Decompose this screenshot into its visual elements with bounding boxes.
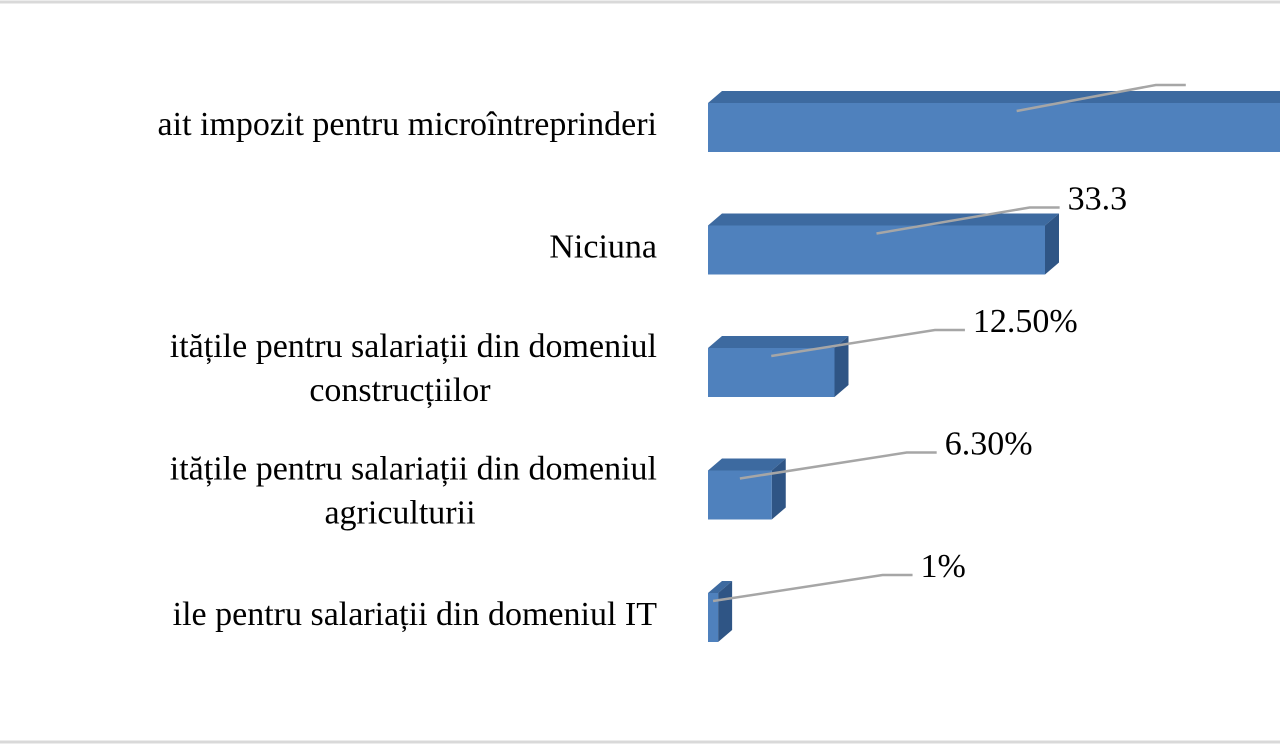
leader-line (739, 451, 937, 480)
value-label: 6.30% (945, 425, 1033, 462)
bar (708, 470, 772, 520)
bar-side (834, 336, 849, 397)
bar-top (708, 91, 1280, 103)
category-label: itățile pentru salariații din domeniul (170, 450, 657, 487)
leader-line (771, 328, 965, 358)
category-label: construcțiilor (309, 372, 491, 409)
leader-line (1016, 83, 1186, 113)
bar-top (708, 336, 849, 348)
category-label: ait impozit pentru microîntreprinderi (158, 106, 657, 143)
leader-line (712, 573, 913, 603)
category-label: Niciuna (549, 228, 657, 265)
bar-side (718, 581, 733, 642)
leader-line (876, 206, 1060, 235)
bar-top (708, 581, 733, 593)
bar (708, 225, 1045, 275)
bar (708, 103, 1280, 152)
bar-top (708, 458, 786, 471)
category-label: ile pentru salariații din domeniul IT (173, 596, 658, 633)
bar (708, 348, 835, 397)
value-label: 12.50% (973, 303, 1078, 340)
bar-side (1044, 213, 1059, 275)
bar-top (708, 213, 1059, 226)
value-label: 33.3 (1068, 180, 1128, 217)
value-label: 1% (921, 548, 966, 585)
category-label: agriculturii (324, 494, 475, 531)
category-label: itățile pentru salariații din domeniul (170, 328, 657, 365)
bar (708, 593, 719, 642)
